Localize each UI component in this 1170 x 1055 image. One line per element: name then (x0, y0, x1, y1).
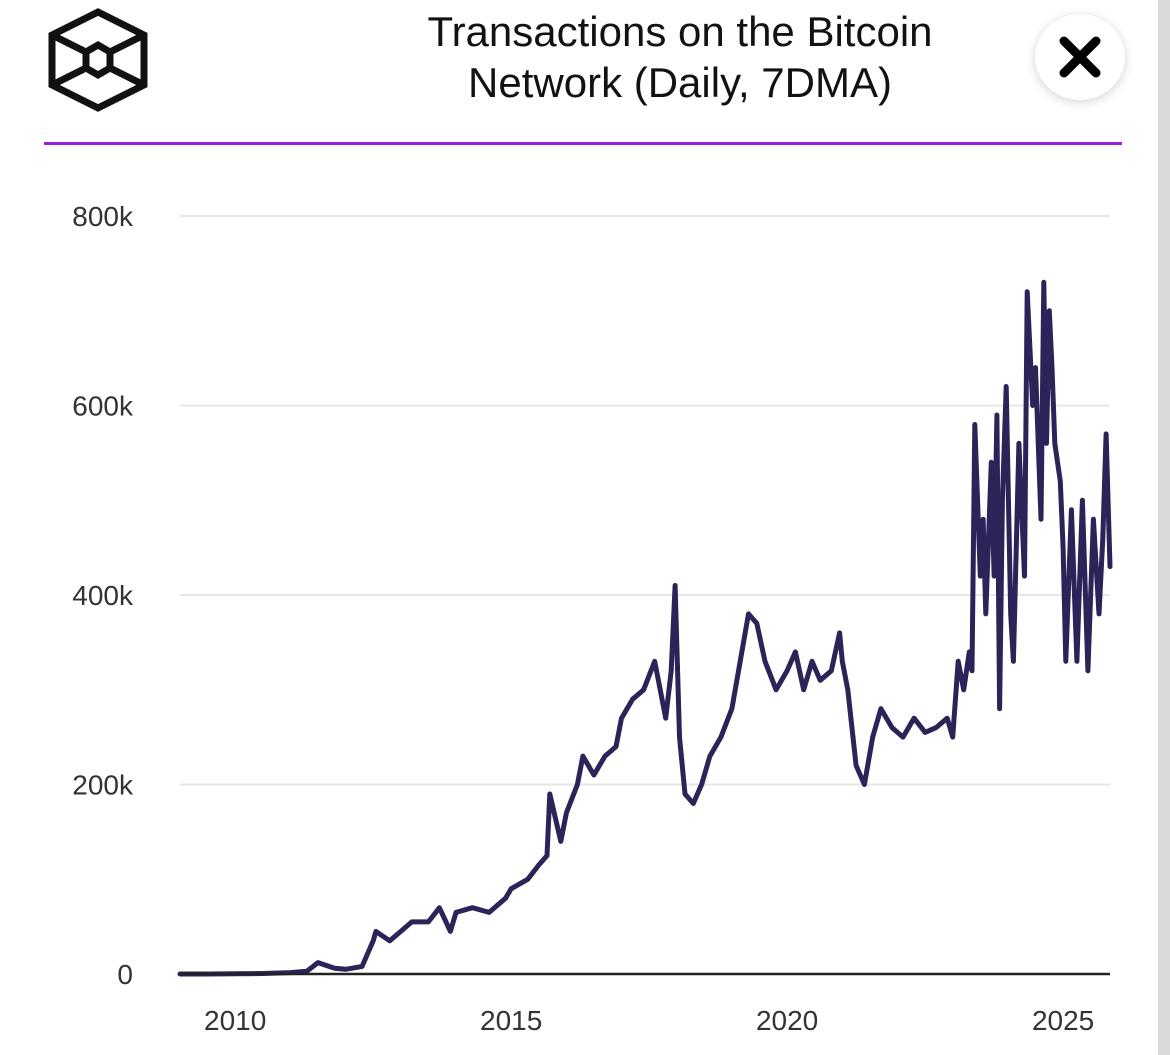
x-tick-label: 2010 (204, 1005, 266, 1036)
close-button[interactable] (1035, 14, 1125, 100)
x-tick-labels: 2010 2015 2020 2025 (204, 1005, 1094, 1036)
cube-logo-icon (44, 6, 152, 114)
series-line (177, 279, 1113, 977)
y-tick-label: 200k (72, 770, 134, 801)
y-tick-label: 800k (72, 201, 134, 232)
series-layer (177, 279, 1113, 977)
chart-title: Transactions on the Bitcoin Network (Dai… (330, 6, 1030, 108)
grid-lines (180, 215, 1110, 786)
close-icon (1059, 36, 1101, 78)
chart-title-line1: Transactions on the Bitcoin (427, 8, 933, 55)
y-tick-label: 0 (117, 959, 133, 990)
y-tick-label: 400k (72, 580, 134, 611)
line-chart: 0 200k 400k 600k 800k 2010 2015 2020 2025 (72, 201, 1113, 1036)
chart-title-line2: Network (Daily, 7DMA) (468, 59, 892, 106)
screen-edge (1158, 0, 1170, 1055)
y-tick-labels: 0 200k 400k 600k 800k (72, 201, 134, 990)
x-tick-label: 2025 (1032, 1005, 1094, 1036)
header-divider (44, 142, 1122, 145)
x-tick-label: 2015 (480, 1005, 542, 1036)
x-tick-label: 2020 (756, 1005, 818, 1036)
y-tick-label: 600k (72, 391, 134, 422)
